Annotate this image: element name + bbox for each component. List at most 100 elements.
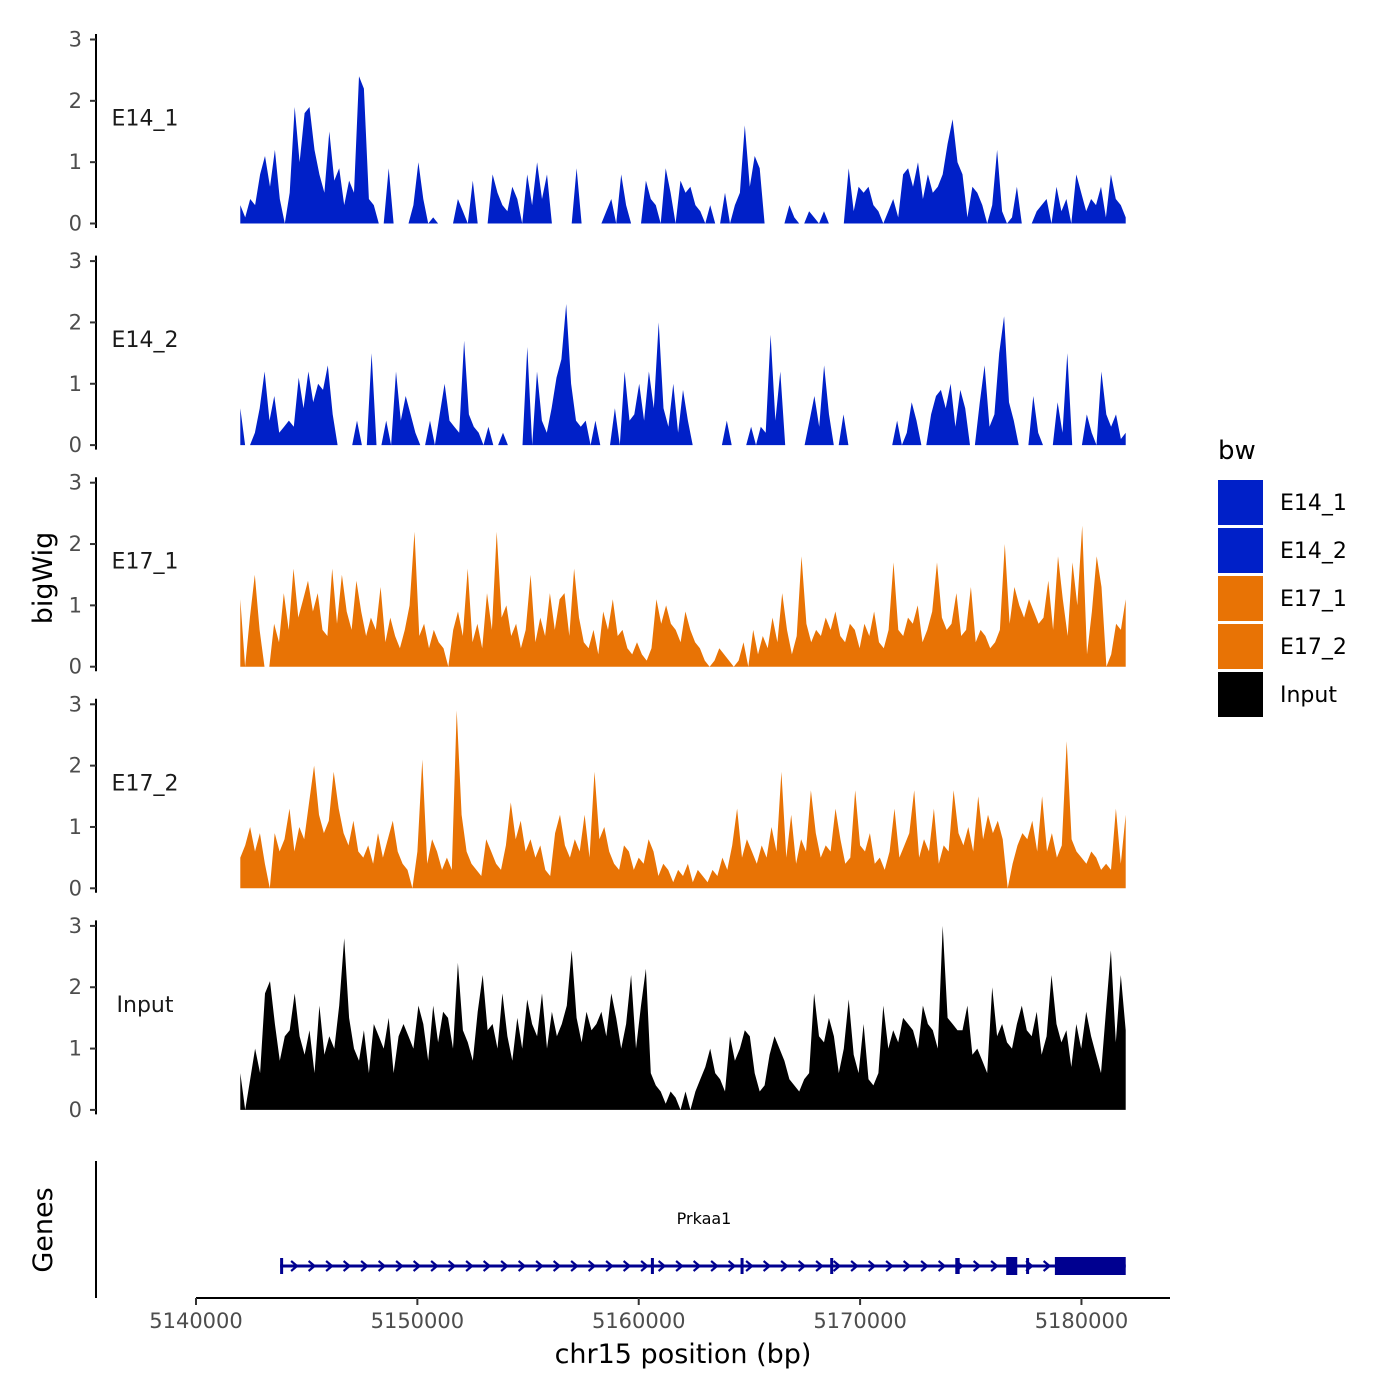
strand-arrow — [290, 1260, 299, 1272]
x-tick-label: 5170000 — [813, 1309, 907, 1333]
track-E17_1: 0 1 2 3 E17_1 — [69, 471, 1126, 679]
strand-arrow — [972, 1260, 982, 1272]
strand-arrow — [727, 1260, 737, 1272]
x-tick-label: 5140000 — [149, 1309, 243, 1333]
y-tick-label: 2 — [69, 310, 82, 334]
y-tick-label: 0 — [69, 876, 82, 900]
strand-arrow — [465, 1260, 474, 1272]
strand-arrow — [920, 1260, 929, 1272]
y-axis-title: bigWig — [28, 532, 59, 625]
bigwig-tracks: 0 1 2 3 E14_1 0 1 2 3 E14_2 0 1 2 3 E17_1 0 1 2 3 E17_2 0 1 2 3… — [69, 28, 1126, 1122]
y-tick-label: 2 — [69, 754, 82, 778]
strand-arrow — [745, 1260, 754, 1272]
strand-arrow — [377, 1260, 387, 1272]
strand-arrow — [587, 1260, 597, 1272]
legend: bw E14_1 E14_2 E17_1 E17_2 Input — [1218, 436, 1347, 717]
signal-area-E17_1 — [240, 525, 1126, 667]
track-label: E17_2 — [112, 771, 179, 796]
y-tick-label: 3 — [69, 249, 82, 273]
legend-label: Input — [1280, 683, 1337, 708]
legend-title: bw — [1218, 436, 1256, 466]
strand-arrow — [657, 1260, 667, 1272]
strand-arrow — [360, 1260, 369, 1272]
track-E14_2: 0 1 2 3 E14_2 — [69, 249, 1126, 457]
legend-swatch — [1218, 480, 1263, 525]
strand-arrow — [430, 1260, 439, 1272]
y-tick-label: 3 — [69, 692, 82, 716]
strand-arrow — [307, 1260, 317, 1272]
strand-arrow — [447, 1260, 457, 1272]
track-label: E14_2 — [112, 328, 179, 353]
x-axis-title: chr15 position (bp) — [555, 1339, 812, 1370]
signal-area-E17_2 — [240, 710, 1126, 889]
gene-model — [280, 1257, 1126, 1275]
legend-swatch — [1218, 576, 1263, 621]
exon — [280, 1258, 284, 1274]
x-axis: 5140000 5150000 5160000 5170000 5180000 — [149, 1297, 1170, 1333]
legend-swatch — [1218, 624, 1263, 669]
strand-arrow — [535, 1260, 544, 1272]
y-tick-label: 0 — [69, 1098, 82, 1122]
track-E17_2: 0 1 2 3 E17_2 — [69, 692, 1126, 900]
strand-arrow — [885, 1260, 894, 1272]
legend-label: E14_1 — [1280, 491, 1347, 516]
strand-arrow — [552, 1260, 562, 1272]
exon — [1006, 1257, 1018, 1275]
strand-arrow — [815, 1260, 824, 1272]
strand-arrow — [500, 1260, 509, 1272]
genes-axis-title: Genes — [28, 1187, 59, 1272]
strand-arrow — [325, 1260, 334, 1272]
track-E14_1: 0 1 2 3 E14_1 — [69, 28, 1126, 236]
x-tick-label: 5160000 — [592, 1309, 686, 1333]
signal-area-Input — [240, 925, 1126, 1110]
strand-arrow — [395, 1260, 404, 1272]
track-label: Input — [117, 993, 174, 1018]
strand-arrow — [640, 1260, 649, 1272]
strand-arrow — [780, 1260, 789, 1272]
y-tick-label: 1 — [69, 150, 82, 174]
strand-arrow — [937, 1260, 947, 1272]
strand-arrow — [902, 1260, 912, 1272]
exon — [650, 1258, 654, 1274]
strand-arrow — [342, 1260, 352, 1272]
signal-area-E14_2 — [240, 304, 1126, 446]
y-tick-label: 3 — [69, 914, 82, 938]
legend-label: E14_2 — [1280, 539, 1347, 564]
strand-arrow — [412, 1260, 422, 1272]
y-tick-label: 0 — [69, 655, 82, 679]
y-tick-label: 0 — [69, 433, 82, 457]
legend-label: E17_2 — [1280, 635, 1347, 660]
genes-panel: Genes Prkaa1 — [28, 1161, 1126, 1298]
strand-arrow — [710, 1260, 719, 1272]
gene-name-label: Prkaa1 — [677, 1209, 732, 1228]
y-tick-label: 1 — [69, 593, 82, 617]
y-tick-label: 2 — [69, 975, 82, 999]
y-tick-label: 1 — [69, 1037, 82, 1061]
strand-arrow — [605, 1260, 614, 1272]
strand-arrow — [797, 1260, 807, 1272]
exon — [830, 1258, 834, 1274]
strand-arrow — [762, 1260, 772, 1272]
strand-arrow — [867, 1260, 877, 1272]
track-label: E17_1 — [112, 550, 179, 575]
strand-arrow — [990, 1260, 999, 1272]
y-tick-label: 2 — [69, 89, 82, 113]
x-tick-label: 5150000 — [371, 1309, 465, 1333]
track-label: E14_1 — [112, 107, 179, 132]
x-tick-label: 5180000 — [1035, 1309, 1129, 1333]
exon — [1054, 1257, 1126, 1275]
y-tick-label: 1 — [69, 815, 82, 839]
strand-arrow — [622, 1260, 632, 1272]
y-tick-label: 3 — [69, 471, 82, 495]
strand-arrow — [1042, 1260, 1052, 1272]
strand-arrow — [570, 1260, 579, 1272]
y-tick-label: 1 — [69, 372, 82, 396]
y-tick-label: 2 — [69, 532, 82, 556]
y-tick-label: 3 — [69, 28, 82, 52]
y-tick-label: 0 — [69, 212, 82, 236]
strand-arrow — [832, 1260, 842, 1272]
legend-swatch — [1218, 672, 1263, 717]
strand-arrow — [692, 1260, 702, 1272]
strand-arrow — [675, 1260, 684, 1272]
